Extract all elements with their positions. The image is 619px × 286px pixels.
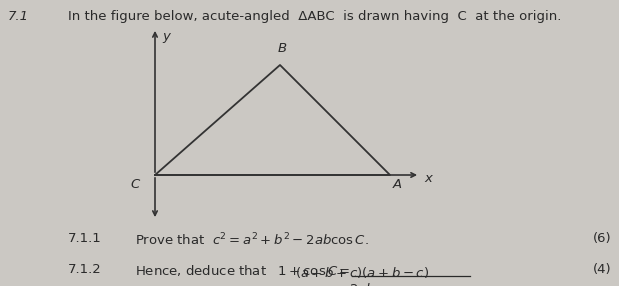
Text: In the figure below, acute-angled  ΔABC  is drawn having  C  at the origin.: In the figure below, acute-angled ΔABC i… xyxy=(68,10,561,23)
Text: y: y xyxy=(162,30,170,43)
Text: (4): (4) xyxy=(592,263,611,276)
Text: Hence, deduce that   $1 + \cos C = $: Hence, deduce that $1 + \cos C = $ xyxy=(135,263,350,278)
Text: 7.1.1: 7.1.1 xyxy=(68,232,102,245)
Text: Prove that  $c^2 = a^2 + b^2 - 2ab\cos C.$: Prove that $c^2 = a^2 + b^2 - 2ab\cos C.… xyxy=(135,232,369,249)
Text: A: A xyxy=(393,178,402,191)
Text: (6): (6) xyxy=(592,232,611,245)
Text: $(a+b+c)(a+b-c)$: $(a+b+c)(a+b-c)$ xyxy=(295,265,429,280)
Text: C: C xyxy=(131,178,140,191)
Text: 7.1: 7.1 xyxy=(8,10,29,23)
Text: x: x xyxy=(424,172,432,184)
Text: 7.1.2: 7.1.2 xyxy=(68,263,102,276)
Text: B: B xyxy=(277,42,287,55)
Text: $2ab$: $2ab$ xyxy=(349,282,375,286)
